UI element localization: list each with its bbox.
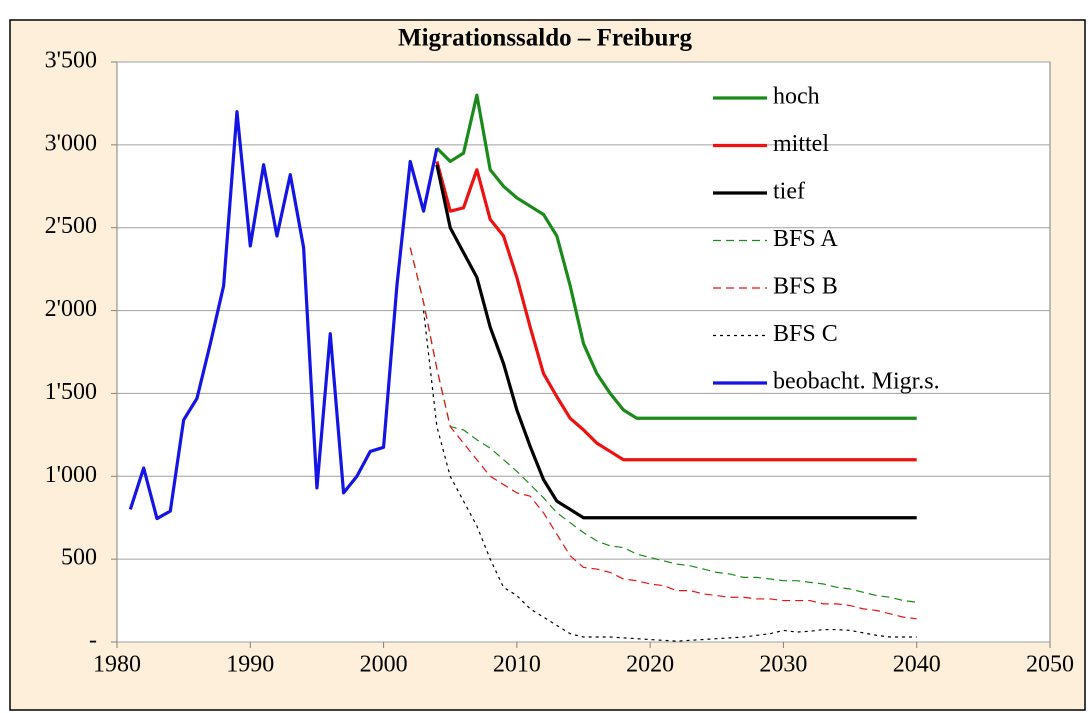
y-tick-label: 1'500 xyxy=(45,379,97,405)
series-line xyxy=(435,161,917,462)
series-line xyxy=(422,310,917,642)
series-line xyxy=(435,93,917,420)
series-line xyxy=(435,164,917,520)
x-tick-label: 2030 xyxy=(759,652,807,678)
y-tick-label: - xyxy=(89,628,97,654)
y-tick-label: 1'000 xyxy=(45,462,97,488)
y-tick-label: 3'000 xyxy=(45,130,97,156)
x-tick-label: 2020 xyxy=(626,652,674,678)
legend-label: tief xyxy=(773,179,805,205)
series-line xyxy=(409,247,917,603)
series-line xyxy=(409,247,917,620)
legend-label: mittel xyxy=(773,131,829,157)
plot-area xyxy=(116,61,1051,643)
x-tick-label: 1980 xyxy=(93,652,141,678)
x-tick-label: 1990 xyxy=(226,652,274,678)
x-tick-label: 2040 xyxy=(893,652,941,678)
y-tick-label: 3'500 xyxy=(45,48,97,74)
chart-title: Migrationssaldo – Freiburg xyxy=(398,25,692,52)
x-tick-label: 2010 xyxy=(493,652,541,678)
legend-label: BFS B xyxy=(773,274,838,300)
legend-label: BFS A xyxy=(773,226,838,252)
legend-label: beobacht. Migr.s. xyxy=(773,369,940,395)
y-tick-label: 2'500 xyxy=(45,213,97,239)
y-tick-label: 2'000 xyxy=(45,296,97,322)
series-line xyxy=(128,110,439,521)
legend-label: BFS C xyxy=(773,321,838,347)
legend-label: hoch xyxy=(773,84,820,110)
y-tick-label: 500 xyxy=(61,545,97,571)
x-tick-label: 2000 xyxy=(360,652,408,678)
x-tick-label: 2050 xyxy=(1026,652,1074,678)
